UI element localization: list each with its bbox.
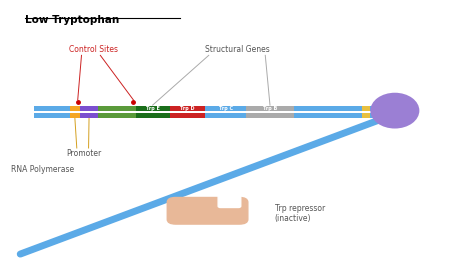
FancyBboxPatch shape (80, 106, 98, 111)
FancyBboxPatch shape (170, 106, 205, 111)
Text: Trp B: Trp B (263, 106, 277, 111)
FancyBboxPatch shape (35, 113, 388, 118)
FancyBboxPatch shape (246, 106, 293, 111)
FancyBboxPatch shape (35, 106, 388, 111)
FancyBboxPatch shape (80, 113, 98, 118)
FancyBboxPatch shape (167, 197, 248, 224)
FancyBboxPatch shape (136, 106, 170, 111)
Text: Trp C: Trp C (219, 106, 233, 111)
Text: Control Sites: Control Sites (69, 45, 118, 54)
FancyBboxPatch shape (362, 113, 370, 118)
FancyBboxPatch shape (205, 113, 246, 118)
FancyBboxPatch shape (246, 113, 293, 118)
FancyBboxPatch shape (98, 113, 171, 118)
FancyBboxPatch shape (70, 113, 80, 118)
Text: RNA Polymerase: RNA Polymerase (11, 165, 74, 174)
Text: Trp D: Trp D (180, 106, 194, 111)
FancyBboxPatch shape (205, 106, 246, 111)
FancyBboxPatch shape (362, 106, 370, 111)
Text: Trp E: Trp E (146, 106, 160, 111)
FancyBboxPatch shape (218, 195, 241, 207)
FancyBboxPatch shape (70, 106, 80, 111)
Text: Promoter: Promoter (66, 149, 101, 158)
FancyBboxPatch shape (136, 113, 170, 118)
Ellipse shape (370, 93, 419, 128)
Text: Low Tryptophan: Low Tryptophan (25, 15, 119, 24)
Text: Structural Genes: Structural Genes (205, 45, 269, 54)
FancyBboxPatch shape (170, 113, 205, 118)
Text: Trp repressor
(inactive): Trp repressor (inactive) (275, 203, 325, 223)
FancyBboxPatch shape (98, 106, 171, 111)
